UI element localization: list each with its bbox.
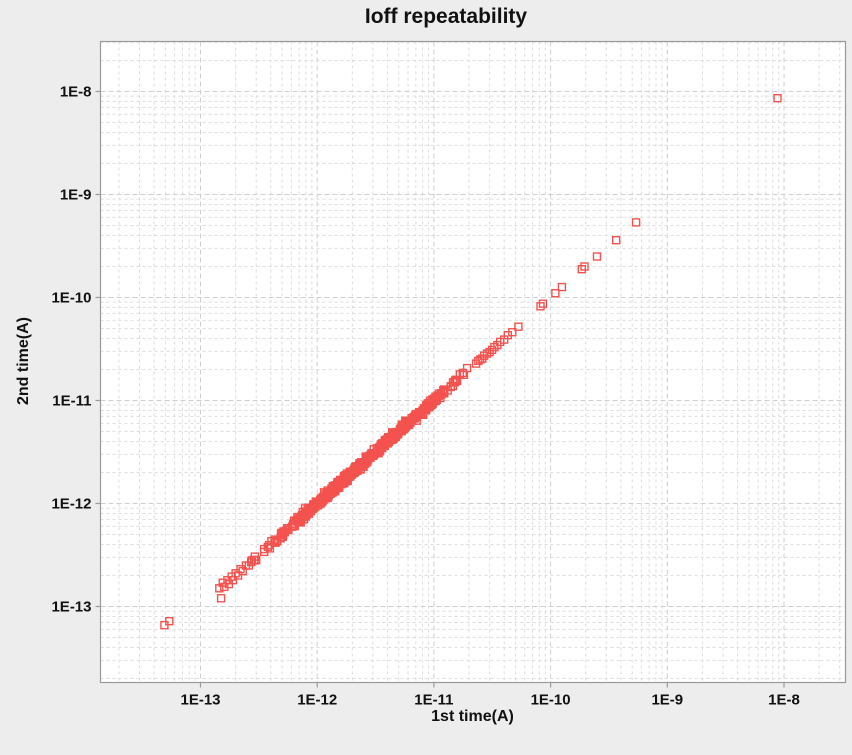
data-points	[160, 93, 782, 630]
data-point-marker	[220, 582, 229, 592]
data-point-marker	[538, 299, 548, 308]
data-point-marker	[373, 448, 382, 457]
data-point-marker	[160, 620, 169, 630]
data-point-marker	[471, 359, 481, 368]
data-point-marker	[514, 322, 523, 331]
x-axis-title: 1st time(A)	[431, 708, 514, 725]
x-tick-label: 1E-11	[414, 692, 453, 709]
data-point-marker	[450, 378, 460, 387]
data-point-marker	[380, 435, 390, 445]
data-point-marker	[294, 517, 303, 526]
data-point-marker	[216, 594, 226, 603]
data-point-marker	[315, 498, 325, 507]
data-point-marker	[336, 475, 345, 485]
data-point-marker	[402, 422, 411, 431]
y-axis-title: 2nd time(A)	[15, 317, 32, 405]
data-point-marker	[577, 265, 586, 274]
data-point-marker	[306, 506, 315, 515]
data-point-marker	[551, 289, 560, 298]
data-point-marker	[400, 420, 409, 430]
y-tick-label: 1E-10	[51, 289, 91, 306]
data-point-marker	[389, 433, 398, 442]
data-point-marker	[215, 584, 224, 593]
data-point-marker	[434, 389, 444, 398]
data-point-marker	[612, 235, 621, 245]
y-tick-label: 1E-13	[51, 598, 91, 615]
gridlines	[100, 41, 846, 683]
x-tick-label: 1E-12	[297, 692, 337, 709]
data-point-marker	[536, 302, 545, 311]
y-axis-ticks: 1E-13 1E-12 1E-11 1E-10 1E-9 1E-8	[51, 83, 101, 615]
data-point-marker	[259, 544, 269, 554]
data-point-marker	[407, 414, 416, 423]
data-point-marker	[329, 482, 338, 491]
data-point-marker	[346, 468, 355, 477]
x-axis-ticks: 1E-13 1E-12 1E-11 1E-10 1E-9 1E-8	[180, 682, 800, 709]
data-point-marker	[388, 428, 397, 437]
data-point-marker	[250, 552, 260, 561]
data-point-marker	[458, 368, 467, 378]
x-tick-label: 1E-9	[651, 692, 683, 709]
data-point-marker	[490, 342, 499, 352]
data-point-marker	[631, 218, 641, 227]
chart-title: Ioff repeatability	[364, 5, 528, 28]
data-point-marker	[278, 529, 287, 539]
y-tick-label: 1E-11	[52, 392, 91, 409]
data-point-marker	[592, 252, 602, 261]
data-point-marker	[361, 456, 370, 466]
y-tick-label: 1E-12	[51, 495, 91, 512]
data-point-marker	[283, 524, 292, 533]
x-tick-label: 1E-10	[531, 692, 571, 709]
data-point-marker	[482, 349, 492, 358]
data-point-marker	[378, 441, 387, 451]
data-point-marker	[432, 395, 441, 404]
data-point-marker	[355, 461, 364, 470]
data-point-marker	[418, 410, 428, 419]
data-point-marker	[319, 488, 329, 497]
data-point-marker	[291, 516, 301, 525]
data-point-marker	[331, 483, 340, 493]
x-tick-label: 1E-8	[768, 692, 800, 709]
x-tick-label: 1E-13	[180, 692, 220, 709]
plot-border	[99, 40, 847, 684]
data-point-marker	[277, 532, 287, 541]
data-point-marker	[474, 356, 483, 366]
data-point-marker	[390, 430, 399, 440]
data-point-marker	[462, 363, 472, 373]
data-point-marker	[308, 504, 317, 513]
data-point-marker	[372, 444, 381, 453]
data-point-marker	[318, 493, 327, 502]
y-tick-label: 1E-9	[60, 186, 92, 203]
data-point-marker	[580, 262, 589, 271]
data-point-marker	[273, 537, 282, 546]
data-point-marker	[773, 93, 782, 103]
data-point-marker	[557, 282, 567, 292]
y-tick-label: 1E-8	[60, 83, 92, 100]
